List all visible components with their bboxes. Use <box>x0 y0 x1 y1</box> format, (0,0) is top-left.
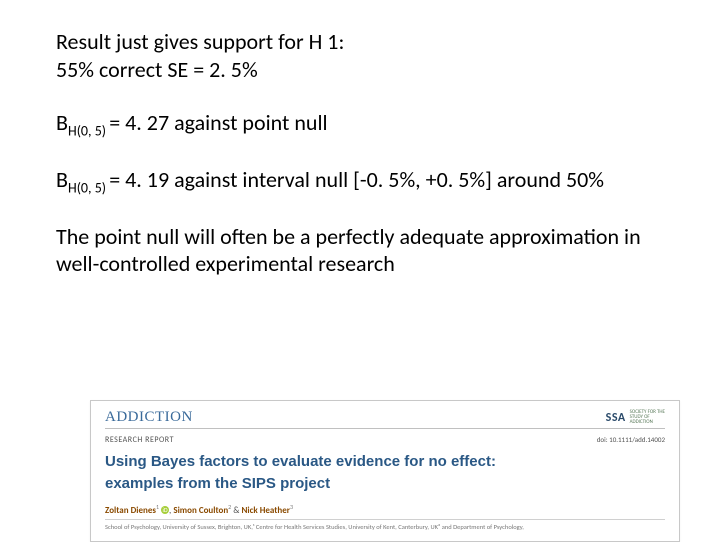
author-2: Simon Coulton <box>173 505 228 516</box>
author-3: Nick Heather <box>241 505 290 516</box>
intro-line-1: Result just gives support for H 1: <box>56 28 664 56</box>
doi-text: doi: 10.1111/add.14002 <box>597 435 665 444</box>
orcid-icon: iD <box>161 506 169 514</box>
paper-title: Using Bayes factors to evaluate evidence… <box>105 451 665 495</box>
bf2-symbol: B <box>56 166 68 193</box>
paper-title-line-2: examples from the SIPS project <box>105 473 665 495</box>
conclusion-paragraph: The point null will often be a perfectly… <box>56 223 664 278</box>
paper-subheader: RESEARCH REPORT doi: 10.1111/add.14002 <box>105 435 665 445</box>
paper-header: ADDICTION SSA SOCIETY FOR THE STUDY OF A… <box>105 409 665 429</box>
slide-content: Result just gives support for H 1: 55% c… <box>0 0 720 278</box>
bf1-symbol: B <box>56 109 68 136</box>
journal-name: ADDICTION <box>105 409 193 426</box>
author-1-sup: 1 <box>156 503 159 511</box>
ssa-logo-block: SSA SOCIETY FOR THE STUDY OF ADDICTION <box>606 410 665 425</box>
intro-block: Result just gives support for H 1: 55% c… <box>56 28 664 83</box>
authors-line: Zoltan Dienes1 iD, Simon Coulton2 & Nick… <box>105 503 665 520</box>
bayes-factor-1: BH(0, 5) = 4. 27 against point null <box>56 109 664 140</box>
ssa-abbrev: SSA <box>606 411 626 425</box>
paper-citation-box: ADDICTION SSA SOCIETY FOR THE STUDY OF A… <box>90 400 680 542</box>
intro-line-2: 55% correct SE = 2. 5% <box>56 56 664 84</box>
bf2-value: = 4. 19 against interval null [-0. 5%, +… <box>109 166 604 193</box>
affiliations: School of Psychology, University of Suss… <box>105 523 665 531</box>
ssa-fullname: SOCIETY FOR THE STUDY OF ADDICTION <box>630 410 665 425</box>
bf1-value: = 4. 27 against point null <box>109 109 327 136</box>
bf2-subscript: H(0, 5) <box>68 179 109 196</box>
bayes-factor-2: BH(0, 5) = 4. 19 against interval null [… <box>56 166 664 197</box>
bf1-subscript: H(0, 5) <box>68 122 109 139</box>
paper-title-line-1: Using Bayes factors to evaluate evidence… <box>105 451 665 473</box>
report-type: RESEARCH REPORT <box>105 435 174 445</box>
author-3-sup: 3 <box>290 503 293 511</box>
author-1: Zoltan Dienes <box>105 505 156 516</box>
author-sep-2: & <box>231 505 241 516</box>
